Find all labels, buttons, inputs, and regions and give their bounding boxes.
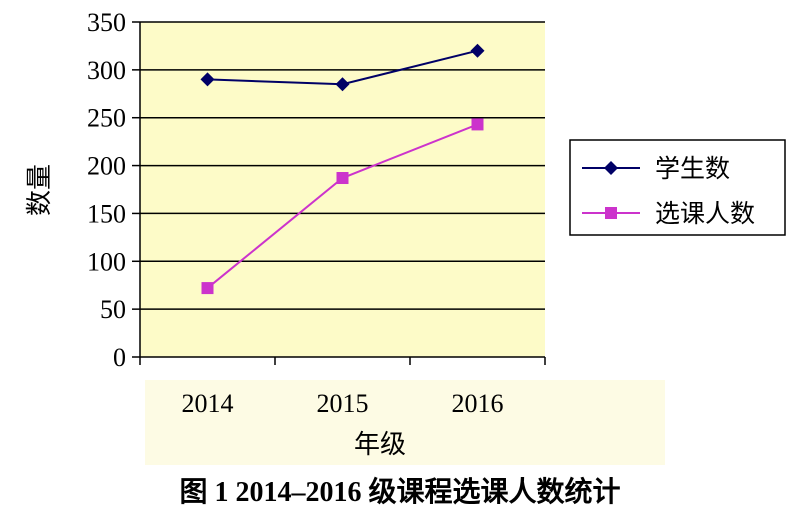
axes	[132, 21, 546, 365]
data-point	[201, 282, 214, 295]
x-tick-labels: 2014 2015 2016	[182, 389, 504, 418]
legend-marker	[604, 161, 618, 175]
legend-label: 选课人数	[655, 199, 755, 228]
y-tick-label: 0	[113, 343, 126, 372]
data-point	[335, 77, 350, 92]
y-tick-label: 200	[87, 152, 126, 181]
y-tick-label: 100	[87, 247, 126, 276]
y-tick-label: 300	[87, 56, 126, 85]
x-tick-label: 2014	[182, 389, 234, 418]
legend-marker	[605, 207, 617, 219]
line-chart: 0 50 100 150 200 250 300 350 2014 2015 2016 年级 数量…	[25, 8, 786, 465]
figure-caption: 图 1 2014–2016 级课程选课人数统计	[179, 477, 621, 508]
x-axis-title: 年级	[354, 430, 406, 460]
gridlines	[140, 21, 545, 310]
data-point	[336, 172, 349, 185]
y-tick-label: 50	[100, 295, 126, 324]
x-axis-band	[145, 380, 665, 465]
legend-label: 学生数	[655, 154, 730, 183]
y-tick-label: 350	[87, 8, 126, 37]
data-point	[470, 43, 485, 58]
plot-area	[140, 22, 545, 357]
y-tick-label: 150	[87, 199, 126, 228]
data-point	[200, 72, 215, 87]
x-tick-label: 2015	[317, 389, 369, 418]
y-tick-labels: 0 50 100 150 200 250 300 350	[87, 8, 126, 372]
data-point	[471, 118, 484, 131]
series-group	[200, 43, 485, 295]
legend-box	[569, 139, 786, 236]
x-tick-label: 2016	[452, 389, 504, 418]
y-axis-title: 数量	[25, 164, 55, 216]
y-tick-label: 250	[87, 104, 126, 133]
